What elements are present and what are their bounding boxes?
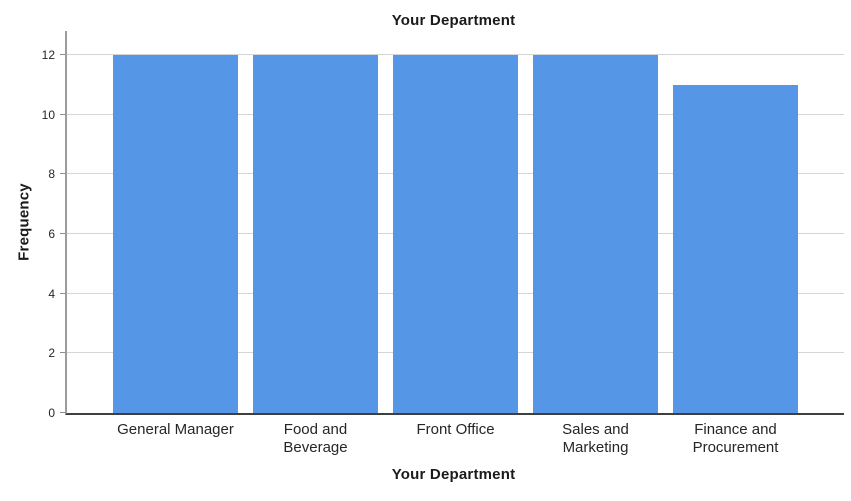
y-tick-label-12: 12 xyxy=(41,47,55,62)
y-tick-label-0: 0 xyxy=(48,406,55,420)
y-tick-label-10: 10 xyxy=(41,107,55,122)
y-tick-mark-6 xyxy=(60,232,65,234)
bar-food-and-beverage xyxy=(253,55,378,413)
bar-sales-and-marketing xyxy=(533,55,658,413)
x-axis-title: Your Department xyxy=(391,466,516,483)
x-category-label-4: Sales and Marketing xyxy=(562,421,629,456)
x-category-label-1: General Manager xyxy=(117,421,234,438)
y-tick-mark-2 xyxy=(60,352,65,354)
chart-title: Your Department xyxy=(391,12,516,29)
bar-front-office xyxy=(393,55,518,413)
y-tick-label-2: 2 xyxy=(48,346,55,361)
y-tick-mark-0 xyxy=(60,412,65,413)
y-tick-mark-12 xyxy=(60,53,65,55)
x-category-label-3: Front Office xyxy=(416,421,495,438)
y-tick-label-6: 6 xyxy=(48,226,55,241)
y-tick-mark-10 xyxy=(60,113,65,115)
plot-area: 0 2 4 6 8 10 12 General Manager Food and Beverag… xyxy=(42,31,844,456)
bar-general-manager xyxy=(113,55,238,413)
x-category-label-2: Food and Beverage xyxy=(283,421,348,456)
y-tick-mark-8 xyxy=(60,173,65,175)
y-tick-mark-4 xyxy=(60,292,65,294)
y-axis-title: Frequency xyxy=(15,183,33,261)
bar-finance-and-procurement xyxy=(673,85,798,413)
x-category-label-5: Finance and Procurement xyxy=(692,421,779,456)
y-tick-label-8: 8 xyxy=(48,167,55,182)
y-tick-label-4: 4 xyxy=(48,286,55,301)
gridline-y-12 xyxy=(67,53,844,55)
